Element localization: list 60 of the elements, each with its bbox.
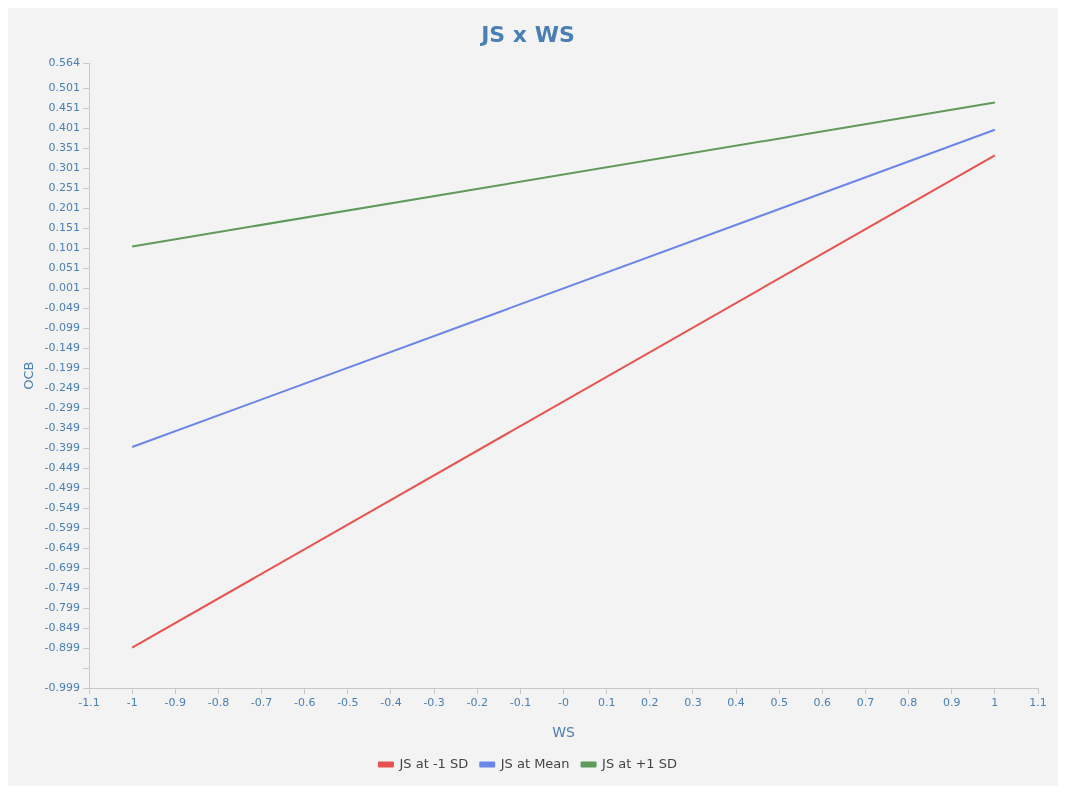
y-tick-label: 0.101 bbox=[48, 241, 81, 255]
y-tick-label: 0.451 bbox=[48, 101, 81, 115]
y-tick-label: -0.249 bbox=[44, 381, 81, 395]
y-tick-label: -0.199 bbox=[44, 361, 81, 375]
x-tick-label: 0.9 bbox=[942, 696, 961, 710]
x-tick-label: 0.2 bbox=[641, 696, 659, 710]
x-tick-label: 0.1 bbox=[597, 696, 616, 710]
y-tick-label: -0.649 bbox=[44, 540, 81, 554]
x-tick-label: 0.3 bbox=[684, 696, 702, 710]
x-tick-label: -0.9 bbox=[164, 696, 187, 710]
y-tick-label: -0.499 bbox=[44, 481, 81, 495]
x-tick-label: 0.5 bbox=[770, 696, 788, 710]
x-axis-title: WS bbox=[552, 724, 576, 741]
y-tick-label: -0.699 bbox=[44, 560, 81, 574]
x-tick-label: 0.7 bbox=[856, 696, 875, 710]
x-tick-label: -0.7 bbox=[250, 696, 273, 710]
y-tick-label: -0.849 bbox=[44, 620, 81, 634]
x-tick-label: -0.6 bbox=[293, 696, 316, 710]
y-tick-label: -0.049 bbox=[44, 301, 81, 315]
y-tick-label: -0.549 bbox=[44, 501, 81, 515]
y-tick-label: 0.351 bbox=[48, 141, 81, 155]
legend-label: JS at -1 SD bbox=[398, 755, 469, 771]
y-tick-label: -0.749 bbox=[44, 580, 81, 594]
y-tick-label: -0.799 bbox=[44, 600, 81, 614]
x-tick-label: -1 bbox=[126, 696, 138, 710]
y-tick-label: -0.899 bbox=[44, 640, 81, 654]
legend-label: JS at +1 SD bbox=[601, 755, 678, 771]
y-tick-label: 0.564 bbox=[48, 56, 81, 70]
y-tick-label: -0.149 bbox=[44, 341, 81, 355]
legend-label: JS at Mean bbox=[499, 755, 570, 771]
chart-title: JS x WS bbox=[479, 21, 575, 47]
x-tick-label: -0.4 bbox=[380, 696, 402, 710]
y-tick-label: 0.501 bbox=[48, 81, 81, 95]
x-tick-label: 0.4 bbox=[727, 696, 745, 710]
y-tick-label: 0.001 bbox=[48, 281, 81, 295]
y-tick-label: -0.299 bbox=[44, 401, 81, 415]
y-tick-label: 0.051 bbox=[48, 261, 81, 275]
y-tick-label: -0.099 bbox=[44, 321, 81, 335]
x-tick-label: 0.8 bbox=[899, 696, 918, 710]
x-tick-label: -1.1 bbox=[78, 696, 100, 710]
x-tick-label: -0.1 bbox=[509, 696, 532, 710]
y-tick-label: -0.599 bbox=[44, 521, 81, 535]
x-tick-label: -0.3 bbox=[423, 696, 445, 710]
y-tick-label: -0.449 bbox=[44, 461, 81, 475]
x-tick-label: -0 bbox=[558, 696, 570, 710]
x-tick-label: 1.1 bbox=[1029, 696, 1047, 710]
y-tick-label: -0.399 bbox=[44, 441, 81, 455]
y-axis-title: OCB bbox=[21, 361, 37, 390]
y-tick-label: -0.999 bbox=[44, 680, 81, 694]
x-tick-label: -0.5 bbox=[337, 696, 359, 710]
y-tick-label: 0.251 bbox=[48, 181, 81, 195]
x-tick-label: 1 bbox=[991, 696, 999, 710]
y-tick-label: 0.401 bbox=[48, 121, 81, 135]
y-tick-label: 0.151 bbox=[48, 221, 81, 235]
y-tick-label: 0.301 bbox=[48, 161, 81, 175]
y-tick-label: 0.201 bbox=[48, 201, 81, 215]
y-tick-label: -0.349 bbox=[44, 421, 81, 435]
x-tick-label: 0.6 bbox=[813, 696, 832, 710]
x-tick-label: -0.8 bbox=[207, 696, 230, 710]
x-tick-label: -0.2 bbox=[466, 696, 488, 710]
